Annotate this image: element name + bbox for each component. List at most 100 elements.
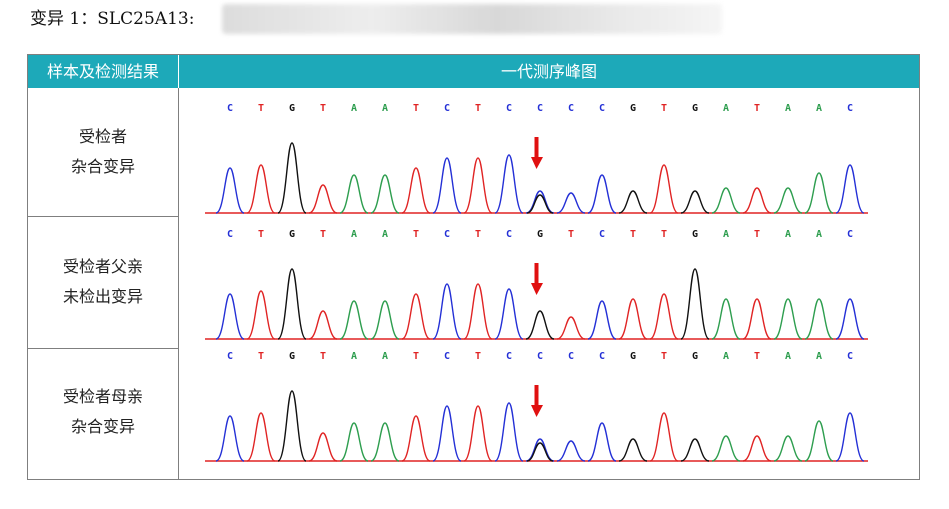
- peak-trace: [804, 298, 834, 340]
- mutation-arrow-icon: [534, 137, 539, 159]
- base-call-label: C: [599, 351, 605, 362]
- peak-trace: [587, 300, 617, 340]
- peak-trace: [308, 310, 338, 340]
- variant-title: 变异 1：SLC25A13:: [30, 9, 195, 29]
- base-call-label: A: [382, 229, 388, 240]
- peak-trace: [339, 422, 369, 462]
- peak-trace: [277, 268, 307, 340]
- peak-trace: [463, 405, 493, 462]
- column-divider: [178, 88, 179, 480]
- row1-subject: 受检者: [78, 127, 127, 146]
- row3-result: 杂合变异: [70, 417, 135, 436]
- base-call-label: C: [847, 351, 853, 362]
- peak-trace: [339, 174, 369, 214]
- peak-trace: [711, 435, 741, 462]
- base-call-label: G: [630, 103, 636, 114]
- base-call-label: T: [258, 103, 264, 114]
- base-call-label: C: [506, 103, 512, 114]
- peak-trace: [773, 298, 803, 340]
- base-call-label: G: [692, 103, 698, 114]
- base-call-label: A: [723, 103, 729, 114]
- base-call-label: T: [754, 351, 760, 362]
- peak-trace: [370, 422, 400, 462]
- peak-trace: [463, 283, 493, 340]
- base-call-label: C: [568, 103, 574, 114]
- peak-trace: [525, 310, 555, 340]
- peak-trace: [556, 440, 586, 462]
- base-call-label: A: [785, 229, 791, 240]
- base-call-label: A: [382, 351, 388, 362]
- peak-trace: [370, 174, 400, 214]
- base-call-label: G: [630, 351, 636, 362]
- peak-trace: [587, 174, 617, 214]
- peak-trace: [649, 412, 679, 462]
- base-call-label: T: [475, 103, 481, 114]
- row2-subject: 受检者父亲: [62, 257, 143, 276]
- result-table: 样本及检测结果 一代测序峰图 受检者 杂合变异 受检者父亲 未检出变异 受检者母…: [27, 54, 920, 480]
- header-chromatogram: 一代测序峰图: [500, 62, 597, 81]
- peak-trace: [680, 268, 710, 340]
- peak-trace: [804, 172, 834, 214]
- row1-result: 杂合变异: [70, 157, 135, 176]
- base-call-label: A: [351, 351, 357, 362]
- peak-trace: [618, 438, 648, 462]
- row2-label: 受检者父亲 未检出变异: [28, 252, 178, 312]
- base-call-label: T: [413, 351, 419, 362]
- base-call-label: T: [320, 229, 326, 240]
- base-call-label: T: [413, 103, 419, 114]
- peak-trace: [556, 316, 586, 340]
- base-call-label: C: [444, 103, 450, 114]
- base-call-label: C: [537, 351, 543, 362]
- peak-trace: [246, 164, 276, 214]
- peak-trace: [246, 290, 276, 340]
- base-call-label: T: [320, 351, 326, 362]
- base-call-label: T: [475, 229, 481, 240]
- peak-trace: [215, 293, 245, 340]
- peak-trace: [773, 435, 803, 462]
- peak-trace: [525, 438, 555, 462]
- base-call-label: C: [537, 103, 543, 114]
- row2-result: 未检出变异: [62, 287, 143, 306]
- base-call-label: T: [661, 351, 667, 362]
- peak-trace: [401, 167, 431, 214]
- base-call-label: T: [320, 103, 326, 114]
- mutation-arrow-head: [531, 157, 543, 169]
- base-call-label: T: [258, 229, 264, 240]
- base-call-label: G: [692, 229, 698, 240]
- row-divider: [28, 216, 179, 217]
- base-call-label: T: [258, 351, 264, 362]
- base-call-label: C: [444, 229, 450, 240]
- redacted-variant-detail: [222, 4, 722, 34]
- peak-trace: [432, 405, 462, 462]
- base-call-label: C: [599, 229, 605, 240]
- row1-label: 受检者 杂合变异: [28, 122, 178, 182]
- header-sample: 样本及检测结果: [28, 55, 179, 88]
- table-header: 样本及检测结果 一代测序峰图: [28, 55, 919, 88]
- base-call-label: A: [351, 103, 357, 114]
- base-call-label: C: [568, 351, 574, 362]
- base-call-label: A: [723, 351, 729, 362]
- base-call-label: A: [816, 351, 822, 362]
- base-call-label: A: [351, 229, 357, 240]
- peak-trace: [215, 415, 245, 462]
- peak-trace: [835, 298, 865, 340]
- peak-trace: [680, 438, 710, 462]
- base-call-label: T: [661, 103, 667, 114]
- base-call-label: C: [599, 103, 605, 114]
- peak-trace: [649, 293, 679, 340]
- peak-trace: [339, 300, 369, 340]
- peak-trace: [494, 402, 524, 462]
- peak-trace: [649, 164, 679, 214]
- base-call-label: C: [227, 351, 233, 362]
- peak-trace: [432, 283, 462, 340]
- peak-trace: [835, 412, 865, 462]
- base-call-label: T: [475, 351, 481, 362]
- base-call-label: T: [661, 229, 667, 240]
- base-call-label: A: [382, 103, 388, 114]
- mutation-arrow-head: [531, 283, 543, 295]
- peak-trace: [401, 293, 431, 340]
- base-call-label: A: [785, 351, 791, 362]
- secondary-peak-trace: [526, 442, 554, 462]
